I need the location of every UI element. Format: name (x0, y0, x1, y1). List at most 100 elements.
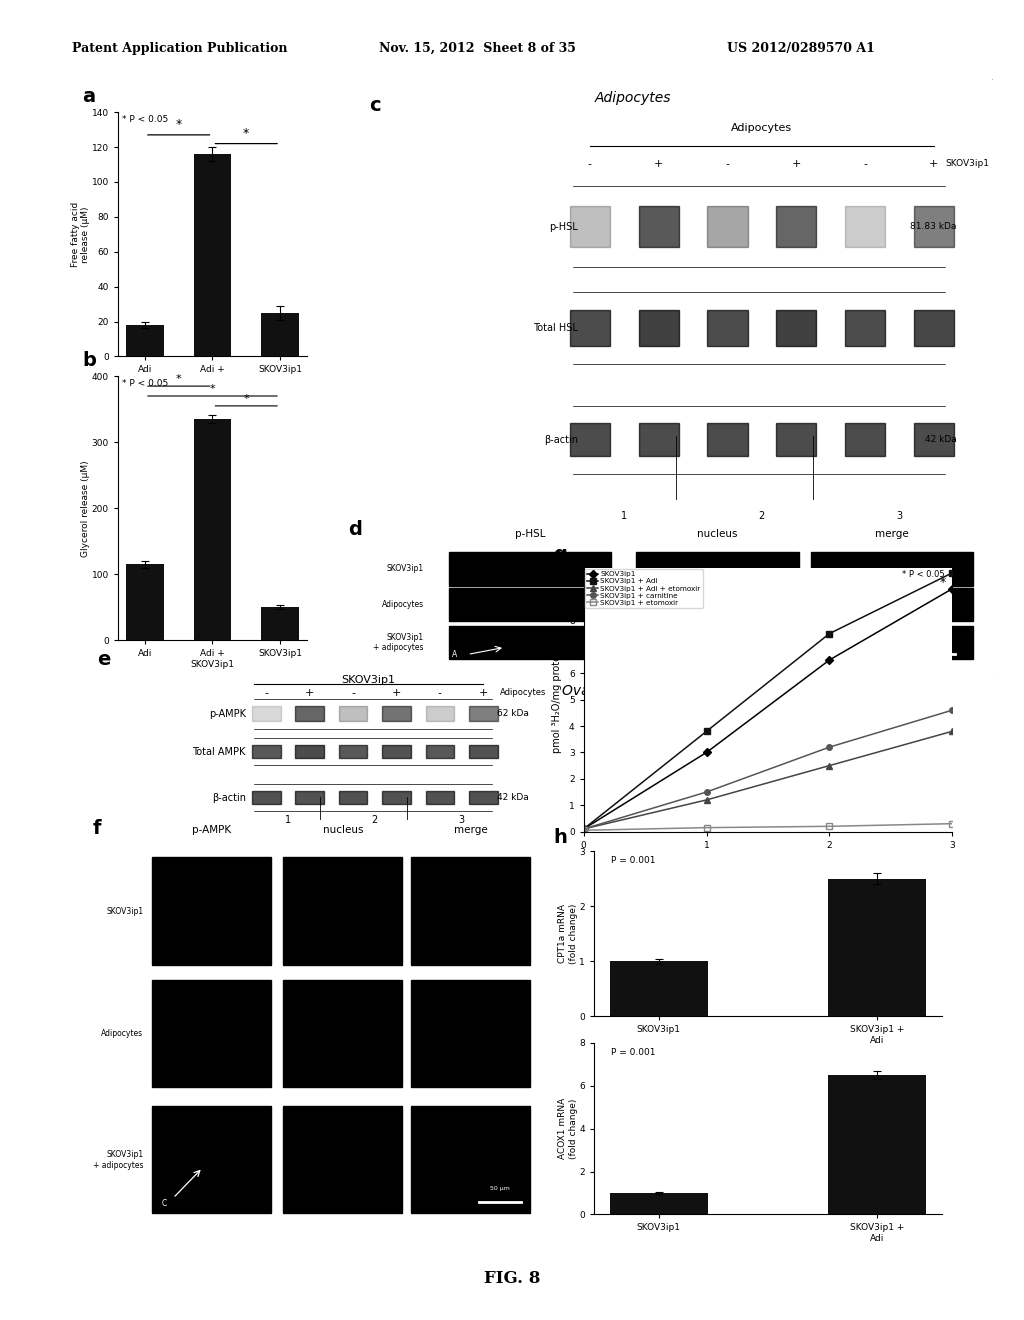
Text: C: C (162, 1199, 167, 1208)
Text: * P < 0.05: * P < 0.05 (122, 379, 168, 388)
Text: 81.83 kDa: 81.83 kDa (910, 222, 956, 231)
Bar (811, 552, 974, 586)
Bar (152, 858, 270, 965)
SKOV3ip1 + Adi + etomoxir (578, 821, 590, 837)
SKOV3ip1 (700, 744, 713, 760)
Text: b: b (82, 351, 96, 370)
Text: SKOV3ip1: SKOV3ip1 (106, 907, 143, 916)
Bar (426, 791, 455, 804)
Bar (194, 154, 231, 356)
Bar (426, 744, 455, 758)
Text: 1: 1 (285, 816, 291, 825)
Text: Adipocytes: Adipocytes (382, 601, 424, 609)
Bar (284, 1106, 402, 1213)
Y-axis label: CPT1a mRNA
(fold change): CPT1a mRNA (fold change) (558, 904, 578, 964)
Bar (382, 744, 411, 758)
Text: Adipocytes: Adipocytes (101, 1030, 143, 1038)
Bar (609, 961, 708, 1016)
Bar (708, 206, 748, 247)
Text: *: * (176, 374, 181, 384)
Bar (382, 706, 411, 721)
Text: SKOV3ip1: SKOV3ip1 (387, 565, 424, 573)
Text: +: + (929, 158, 939, 169)
Bar (339, 706, 368, 721)
Line: SKOV3ip1 + carnitine: SKOV3ip1 + carnitine (581, 708, 955, 832)
Bar (284, 858, 402, 965)
Text: nucleus: nucleus (323, 825, 364, 834)
Text: -: - (438, 688, 442, 698)
Text: Adipocytes: Adipocytes (500, 688, 546, 697)
Bar (913, 424, 954, 457)
Text: US 2012/0289570 A1: US 2012/0289570 A1 (727, 42, 874, 55)
Line: SKOV3ip1 + Adi: SKOV3ip1 + Adi (581, 570, 955, 832)
Text: 50 μm: 50 μm (920, 645, 940, 651)
Text: Total AMPK: Total AMPK (193, 747, 246, 756)
Text: FIG. 8: FIG. 8 (483, 1270, 541, 1287)
Bar (261, 607, 299, 640)
Text: A: A (453, 649, 458, 659)
Bar (811, 626, 974, 659)
Text: β-actin: β-actin (545, 434, 579, 445)
Bar (828, 879, 927, 1016)
SKOV3ip1 + etomoxir (578, 822, 590, 838)
Bar (126, 325, 164, 356)
SKOV3ip1 + Adi (700, 723, 713, 739)
SKOV3ip1 + Adi (823, 626, 836, 642)
Text: g: g (553, 545, 567, 564)
SKOV3ip1 + Adi + etomoxir (700, 792, 713, 808)
Line: SKOV3ip1: SKOV3ip1 (581, 586, 955, 832)
Y-axis label: Glycerol release (μM): Glycerol release (μM) (81, 459, 90, 557)
Bar (811, 587, 974, 622)
Text: *: * (939, 576, 945, 589)
Bar (295, 744, 324, 758)
Bar (828, 1074, 927, 1214)
Text: +: + (792, 158, 801, 169)
SKOV3ip1 + carnitine (578, 821, 590, 837)
Bar (295, 706, 324, 721)
Text: +: + (654, 158, 664, 169)
Bar (252, 706, 281, 721)
SKOV3ip1 (823, 652, 836, 668)
SKOV3ip1 (578, 821, 590, 837)
SKOV3ip1 + carnitine (700, 784, 713, 800)
Bar (469, 744, 498, 758)
Text: *: * (210, 384, 215, 393)
Text: p-AMPK: p-AMPK (191, 825, 230, 834)
Text: β-actin: β-actin (212, 792, 246, 803)
Bar (411, 979, 530, 1088)
Bar (411, 1106, 530, 1213)
Line: SKOV3ip1 + etomoxir: SKOV3ip1 + etomoxir (581, 821, 955, 833)
Bar (469, 706, 498, 721)
Bar (339, 744, 368, 758)
Bar (776, 424, 816, 457)
Bar (152, 979, 270, 1088)
Text: SKOV3ip1
+ adipocytes: SKOV3ip1 + adipocytes (93, 1150, 143, 1170)
Bar (639, 206, 679, 247)
Bar (469, 791, 498, 804)
Bar (152, 1106, 270, 1213)
Text: -: - (863, 158, 867, 169)
Text: P = 0.001: P = 0.001 (611, 1048, 655, 1057)
Bar (845, 310, 885, 346)
SKOV3ip1 + carnitine (946, 702, 958, 718)
Text: 1: 1 (622, 511, 628, 521)
Bar (913, 310, 954, 346)
Text: P = 0.001: P = 0.001 (611, 857, 655, 866)
Bar (284, 979, 402, 1088)
Text: 3: 3 (896, 511, 902, 521)
SKOV3ip1 + Adi (578, 821, 590, 837)
Bar (449, 587, 611, 622)
Text: p-HSL: p-HSL (550, 222, 579, 231)
Text: 2: 2 (759, 511, 765, 521)
Bar (845, 206, 885, 247)
Text: SKOV3ip1: SKOV3ip1 (342, 675, 395, 685)
SKOV3ip1 + etomoxir (946, 816, 958, 832)
Bar (126, 565, 164, 640)
Bar (449, 552, 611, 586)
Bar (708, 424, 748, 457)
Text: SKOV3ip1: SKOV3ip1 (945, 158, 989, 168)
Y-axis label: Free fatty acid
release (μM): Free fatty acid release (μM) (71, 202, 90, 267)
Line: SKOV3ip1 + Adi + etomoxir: SKOV3ip1 + Adi + etomoxir (581, 729, 955, 832)
Text: nucleus: nucleus (697, 529, 737, 539)
Legend: SKOV3ip1, SKOV3ip1 + Adi, SKOV3ip1 + Adi + etomoxir, SKOV3ip1 + carnitine, SKOV3: SKOV3ip1, SKOV3ip1 + Adi, SKOV3ip1 + Adi… (585, 569, 702, 609)
